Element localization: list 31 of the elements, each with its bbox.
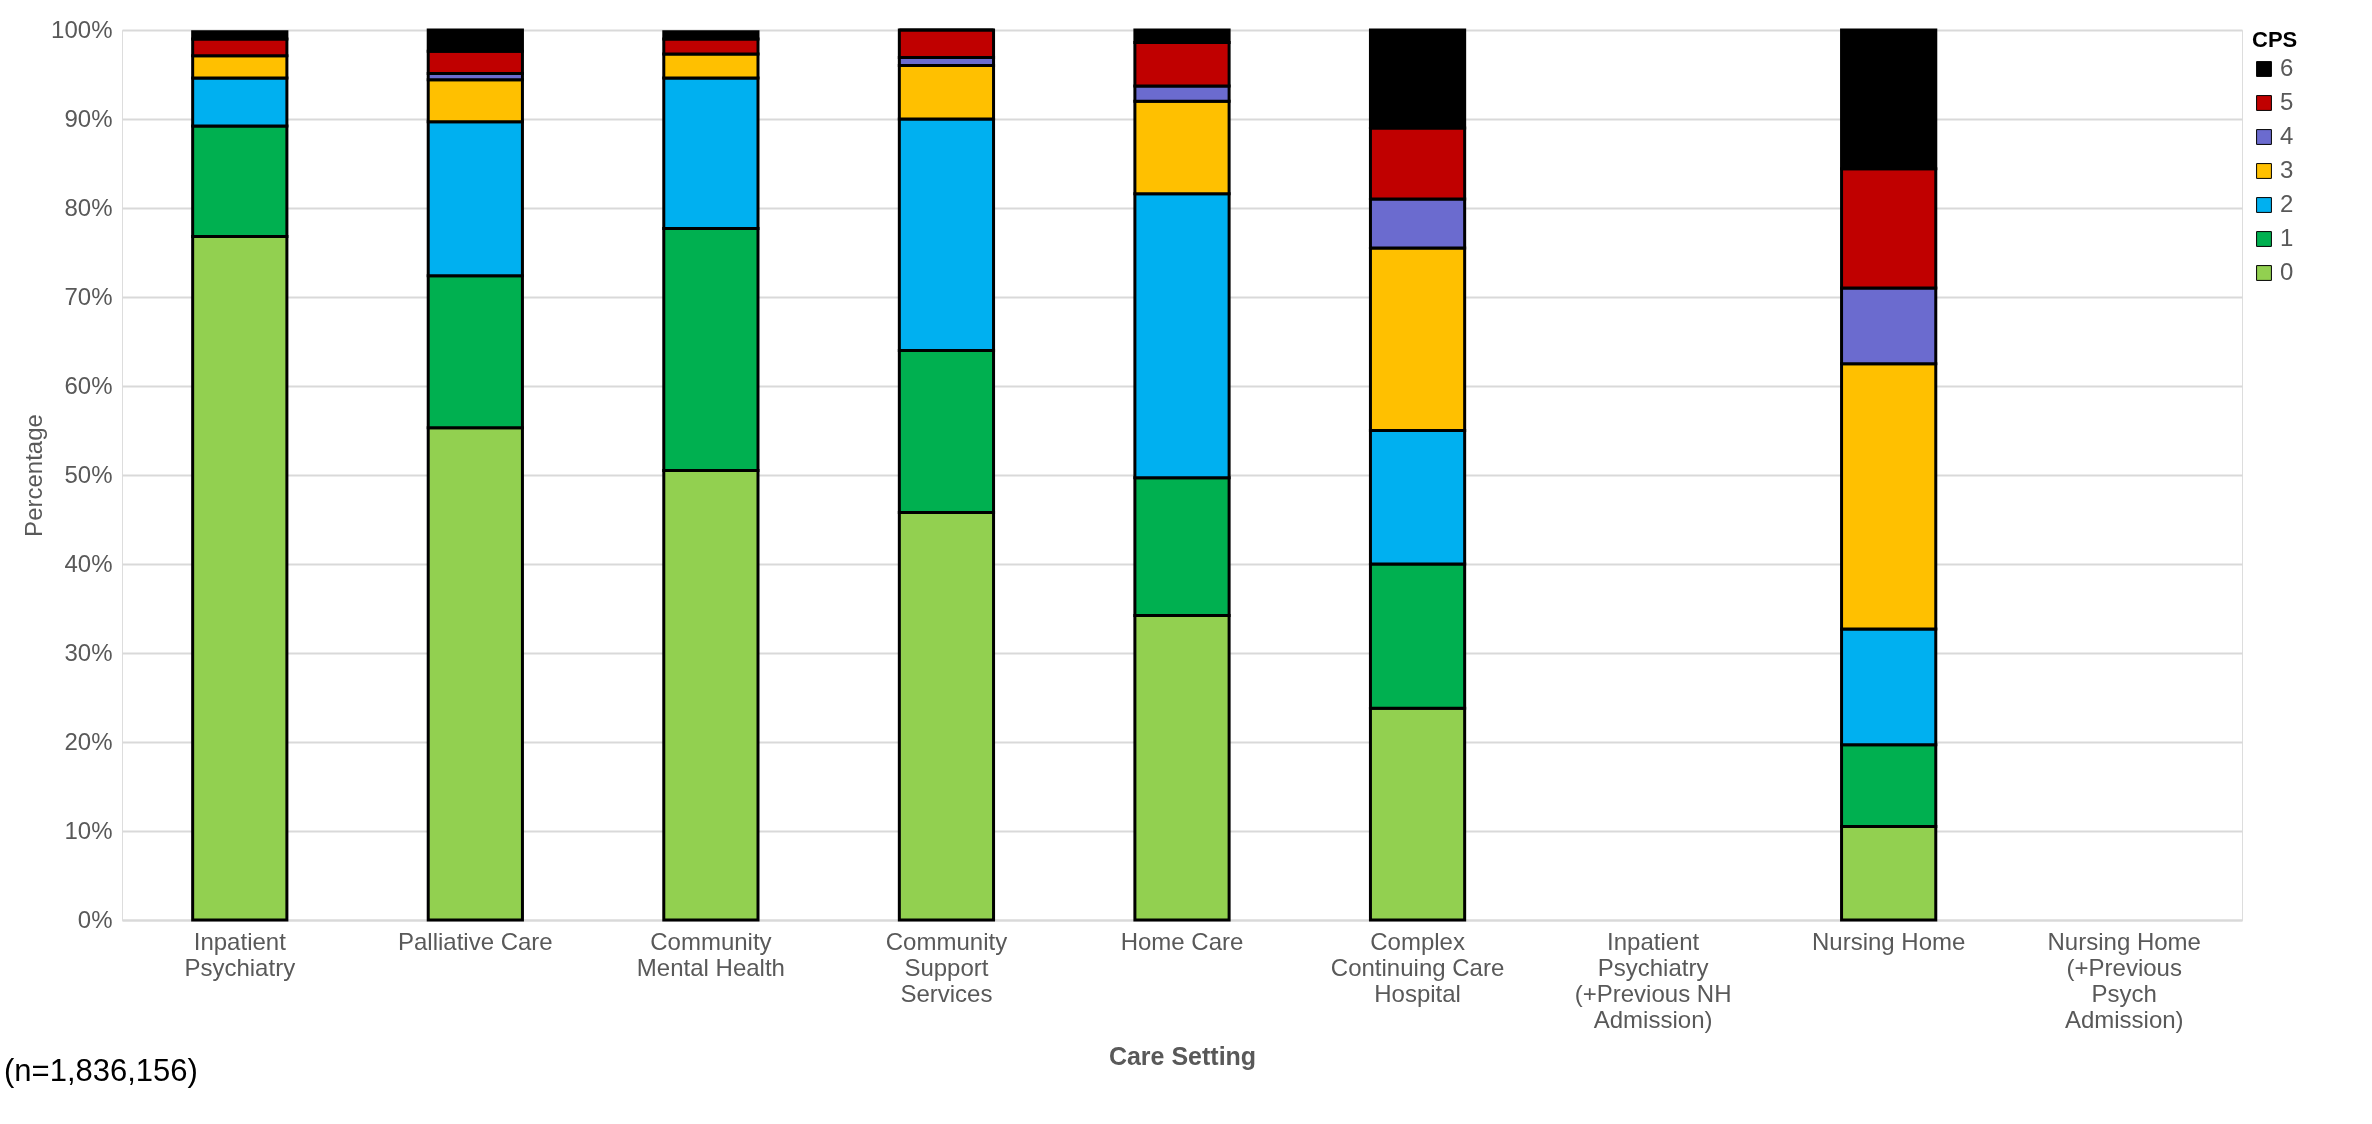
- y-tick-label: 80%: [64, 193, 113, 221]
- x-tick-label: Community Support Services: [885, 927, 1008, 1007]
- y-tick-label: 30%: [64, 638, 113, 666]
- y-axis-title: Percentage: [20, 414, 48, 537]
- x-tick-label: Home Care: [1120, 927, 1244, 955]
- legend-label: 3: [2280, 156, 2294, 183]
- y-tick-label: 20%: [64, 727, 113, 755]
- x-tick-label: Palliative Care: [397, 927, 553, 955]
- y-tick-label: 100%: [51, 15, 113, 43]
- legend-label: 0: [2280, 258, 2294, 285]
- text: (n=1,836,156): [4, 1053, 198, 1088]
- y-tick-label: 10%: [64, 816, 113, 844]
- x-tick-label: Nursing Home: [1811, 927, 1966, 955]
- x-tick-label: Inpatient Psychiatry: [184, 927, 296, 981]
- legend-label: 1: [2280, 224, 2294, 251]
- x-tick-label: Complex Continuing Care Hospital: [1330, 927, 1505, 1007]
- y-tick-label: 60%: [64, 371, 113, 399]
- x-tick-label: Inpatient Psychiatry (+Previous NH Admission): [1574, 927, 1732, 1033]
- y-tick-label: 50%: [64, 460, 113, 488]
- x-tick-label: Nursing Home (+Previous Psych Admission): [2047, 927, 2201, 1033]
- legend-label: 4: [2280, 122, 2294, 149]
- y-tick-label: 40%: [64, 549, 113, 577]
- y-tick-label: 0%: [77, 905, 113, 933]
- x-axis-title: Care Setting: [1108, 1041, 1257, 1070]
- legend-label: 6: [2280, 54, 2294, 81]
- x-tick-label: Community Mental Health: [636, 927, 785, 981]
- legend-label: 2: [2280, 190, 2294, 217]
- legend-label: 5: [2280, 88, 2294, 115]
- y-tick-label: 70%: [64, 282, 113, 310]
- y-tick-label: 90%: [64, 104, 113, 132]
- legend-title: CPS: [2252, 27, 2298, 52]
